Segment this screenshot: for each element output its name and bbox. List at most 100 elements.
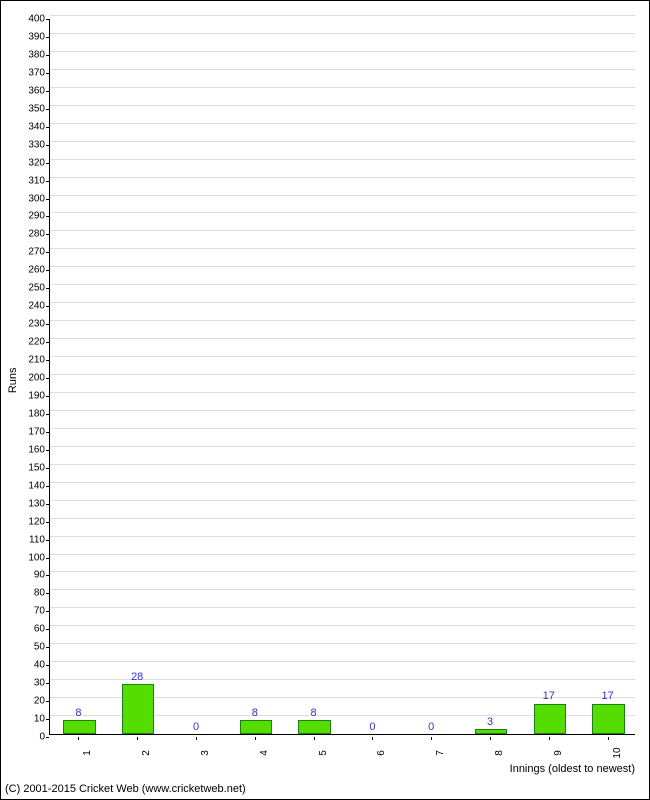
bar <box>592 704 624 735</box>
y-tick-label: 240 <box>15 301 45 312</box>
y-tick-label: 370 <box>15 67 45 78</box>
gridline <box>50 195 635 196</box>
x-tick-label: 3 <box>200 750 211 756</box>
y-tick-label: 330 <box>15 139 45 150</box>
y-tick-label: 360 <box>15 85 45 96</box>
y-tick-label: 290 <box>15 211 45 222</box>
gridline <box>50 105 635 106</box>
y-tick-mark <box>46 55 49 56</box>
y-tick-label: 350 <box>15 103 45 114</box>
y-tick-label: 10 <box>15 714 45 725</box>
y-tick-mark <box>46 288 49 289</box>
gridline <box>50 87 635 88</box>
bar-value-label: 28 <box>131 671 143 683</box>
y-tick-label: 300 <box>15 193 45 204</box>
y-tick-mark <box>46 181 49 182</box>
x-tick-mark <box>255 737 256 740</box>
bar-value-label: 17 <box>601 690 613 702</box>
y-tick-label: 110 <box>15 534 45 545</box>
y-tick-mark <box>46 629 49 630</box>
gridline <box>50 661 635 662</box>
y-tick-mark <box>46 701 49 702</box>
y-tick-label: 140 <box>15 480 45 491</box>
y-tick-label: 90 <box>15 570 45 581</box>
y-tick-mark <box>46 737 49 738</box>
gridline <box>50 518 635 519</box>
y-tick-mark <box>46 73 49 74</box>
y-tick-label: 200 <box>15 373 45 384</box>
gridline <box>50 248 635 249</box>
y-tick-label: 190 <box>15 390 45 401</box>
x-tick-label: 6 <box>376 750 387 756</box>
gridline <box>50 230 635 231</box>
y-tick-mark <box>46 522 49 523</box>
y-tick-label: 380 <box>15 49 45 60</box>
y-tick-mark <box>46 665 49 666</box>
bar-value-label: 3 <box>487 716 493 728</box>
y-tick-mark <box>46 163 49 164</box>
bar-value-label: 0 <box>193 721 199 733</box>
y-tick-mark <box>46 342 49 343</box>
x-tick-mark <box>78 737 79 740</box>
gridline <box>50 159 635 160</box>
y-tick-mark <box>46 91 49 92</box>
bar <box>122 684 154 734</box>
chart-container: Runs Innings (oldest to newest) (C) 2001… <box>0 0 650 800</box>
gridline <box>50 607 635 608</box>
bar-value-label: 8 <box>252 707 258 719</box>
gridline <box>50 356 635 357</box>
gridline <box>50 320 635 321</box>
bar-value-label: 17 <box>543 690 555 702</box>
plot-area <box>49 19 635 735</box>
y-tick-mark <box>46 234 49 235</box>
gridline <box>50 464 635 465</box>
y-tick-label: 80 <box>15 588 45 599</box>
y-tick-label: 0 <box>15 732 45 743</box>
gridline <box>50 302 635 303</box>
y-tick-label: 160 <box>15 444 45 455</box>
y-tick-label: 20 <box>15 696 45 707</box>
y-tick-mark <box>46 414 49 415</box>
y-tick-mark <box>46 504 49 505</box>
gridline <box>50 500 635 501</box>
y-tick-label: 120 <box>15 516 45 527</box>
y-tick-label: 40 <box>15 660 45 671</box>
y-tick-label: 100 <box>15 552 45 563</box>
y-tick-mark <box>46 432 49 433</box>
y-tick-label: 340 <box>15 121 45 132</box>
gridline <box>50 554 635 555</box>
y-tick-mark <box>46 450 49 451</box>
y-tick-mark <box>46 324 49 325</box>
bar <box>534 704 566 735</box>
x-tick-mark <box>549 737 550 740</box>
y-tick-label: 70 <box>15 606 45 617</box>
x-tick-label: 10 <box>612 747 623 758</box>
y-tick-mark <box>46 306 49 307</box>
y-tick-label: 130 <box>15 498 45 509</box>
y-tick-mark <box>46 593 49 594</box>
y-tick-mark <box>46 270 49 271</box>
y-tick-mark <box>46 719 49 720</box>
bar-value-label: 8 <box>311 707 317 719</box>
y-tick-label: 210 <box>15 355 45 366</box>
bar <box>298 720 330 734</box>
y-tick-label: 260 <box>15 265 45 276</box>
y-tick-mark <box>46 683 49 684</box>
y-tick-mark <box>46 127 49 128</box>
footer-copyright: (C) 2001-2015 Cricket Web (www.cricketwe… <box>5 783 246 795</box>
y-tick-label: 280 <box>15 229 45 240</box>
x-tick-label: 1 <box>82 750 93 756</box>
x-tick-mark <box>137 737 138 740</box>
y-tick-mark <box>46 540 49 541</box>
x-tick-mark <box>431 737 432 740</box>
y-tick-mark <box>46 611 49 612</box>
gridline <box>50 374 635 375</box>
gridline <box>50 69 635 70</box>
y-tick-label: 170 <box>15 426 45 437</box>
gridline <box>50 33 635 34</box>
bar-value-label: 0 <box>369 721 375 733</box>
bar-value-label: 8 <box>75 707 81 719</box>
gridline <box>50 589 635 590</box>
y-tick-label: 180 <box>15 408 45 419</box>
y-tick-label: 60 <box>15 624 45 635</box>
